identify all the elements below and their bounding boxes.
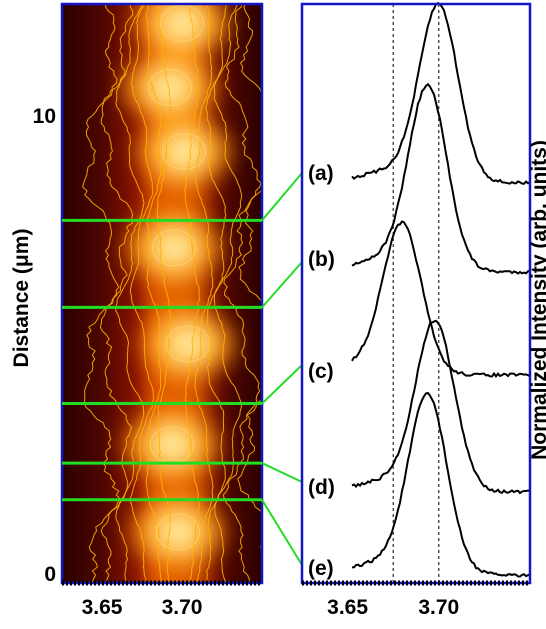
map-y-tick-label: 10	[33, 105, 56, 128]
reference-lines	[392, 4, 440, 583]
spectrum-c	[351, 220, 531, 378]
map-contour-ring	[147, 69, 192, 106]
spectral-map-panel: 3.65 3.70 0 10 Distance (μm)	[10, 2, 264, 619]
spectrum-e	[351, 391, 531, 578]
map-contour-line	[129, 4, 155, 583]
map-contour-ring	[155, 513, 200, 551]
cut-connector	[261, 364, 303, 405]
spectra-x-tick-label: 3.70	[418, 596, 459, 619]
spectra-curves	[351, 1, 531, 578]
spectrum-label: (a)	[308, 162, 334, 185]
map-contour-line	[194, 4, 214, 583]
map-contour-ring	[157, 77, 183, 98]
map-contours	[82, 4, 262, 583]
spectra-background	[302, 4, 530, 583]
map-contour-line	[213, 4, 243, 583]
map-hotspot-core	[166, 522, 190, 541]
map-hotspot-core	[160, 435, 184, 454]
map-contour-ring	[165, 325, 210, 363]
spectra-panel: (a) (b) (c) (d) (e) 3.65 3.70 Normalized Inte…	[300, 1, 546, 619]
spectra-labels: (a) (b) (c) (d) (e)	[308, 162, 335, 580]
map-hotspot-core	[162, 238, 186, 257]
spectrum-a	[351, 1, 531, 185]
map-contour-ring	[169, 12, 195, 34]
map-contour-ring	[161, 237, 187, 259]
map-hotspot-core	[170, 14, 194, 33]
cut-connector	[261, 499, 303, 566]
spectrum-label: (c)	[308, 360, 334, 383]
cut-connector	[261, 462, 303, 483]
map-hotspot-core	[176, 335, 200, 353]
map-contour-ring	[165, 521, 191, 543]
map-contour-line	[145, 4, 163, 583]
map-contour-line	[237, 4, 262, 552]
map-contour-line	[156, 4, 172, 583]
cut-connectors	[62, 172, 303, 566]
map-contour-ring	[151, 229, 196, 267]
spectrum-label: (d)	[308, 476, 335, 499]
map-contour-line	[184, 4, 200, 583]
spectra-x-tick-labels: 3.65 3.70	[327, 596, 459, 619]
map-x-tick-label: 3.70	[162, 596, 203, 619]
map-contour-ring	[159, 4, 204, 42]
map-contour-line	[222, 4, 262, 583]
map-y-tick-labels: 0 10	[33, 105, 56, 586]
map-contour-line	[115, 4, 145, 583]
spectrum-d	[351, 319, 531, 495]
map-contour-line	[82, 4, 122, 583]
map-contour-line	[99, 4, 134, 583]
cut-connector	[261, 261, 303, 309]
map-y-axis-label: Distance (μm)	[10, 229, 33, 368]
map-hotspot-core	[172, 142, 196, 161]
map-hotspot-core	[158, 78, 182, 97]
spectrum-label: (e)	[308, 557, 334, 580]
map-contour-ring	[171, 141, 197, 163]
map-y-tick-label: 0	[44, 563, 56, 586]
spectra-x-tick-label: 3.65	[327, 596, 368, 619]
map-contour-ring	[159, 434, 185, 456]
map-x-tick-label: 3.65	[82, 596, 123, 619]
spectra-y-axis-label: Normalized Intensity (arb. units)	[528, 140, 546, 460]
cut-connector	[261, 172, 303, 221]
map-contour-ring	[161, 133, 206, 171]
map-contour-ring	[175, 333, 201, 355]
spectrum-label: (b)	[308, 248, 335, 271]
spectrum-b	[351, 82, 531, 275]
map-x-tick-labels: 3.65 3.70	[82, 596, 203, 619]
